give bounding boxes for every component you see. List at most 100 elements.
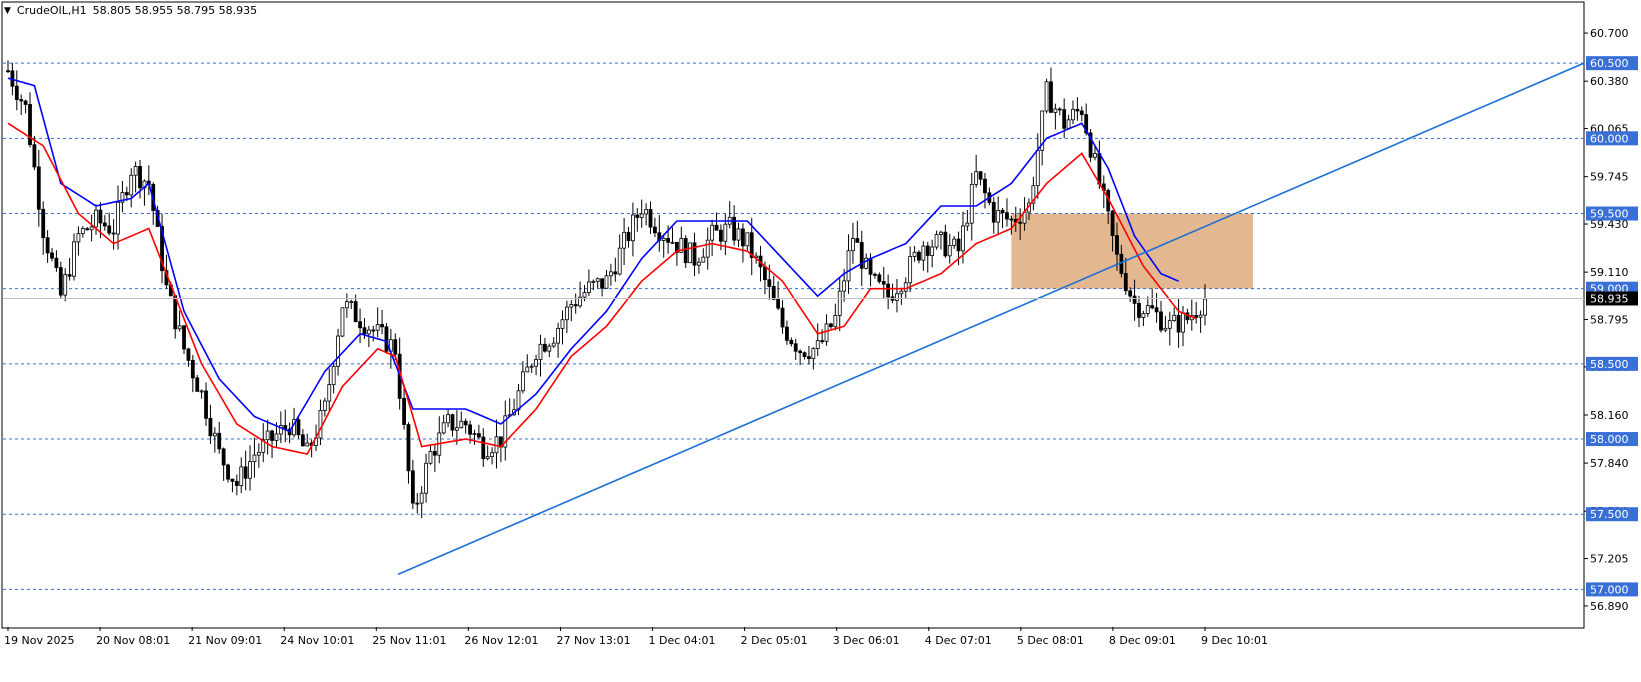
candle-body[interactable] [622,231,627,249]
candle-body[interactable] [1145,305,1150,314]
candle-body[interactable] [829,323,833,328]
candle-body[interactable] [182,325,186,350]
candle-body[interactable] [6,70,10,73]
candle-body[interactable] [965,222,970,227]
candle-body[interactable] [679,238,684,253]
candle-body[interactable] [124,192,129,196]
candle-body[interactable] [1071,108,1075,121]
candle-body[interactable] [1154,307,1159,313]
candle-body[interactable] [446,414,450,424]
candle-body[interactable] [1009,218,1014,221]
candle-body[interactable] [785,326,789,341]
candle-body[interactable] [741,228,745,247]
candle-body[interactable] [366,329,371,335]
candle-body[interactable] [697,261,701,266]
candle-body[interactable] [807,356,811,359]
candle-body[interactable] [833,315,838,328]
candle-body[interactable] [102,222,107,227]
candle-body[interactable] [943,231,948,257]
candle-body[interactable] [1062,109,1067,129]
candle-body[interactable] [98,209,103,224]
candle-body[interactable] [239,466,244,487]
candle-body[interactable] [811,348,816,359]
candle-body[interactable] [534,359,538,367]
candle-body[interactable] [85,228,90,231]
candle-body[interactable] [406,424,411,472]
candle-body[interactable] [1141,313,1146,318]
candle-body[interactable] [243,466,248,479]
candle-body[interactable] [410,470,415,504]
candle-body[interactable] [868,257,873,275]
candle-body[interactable] [1031,185,1036,204]
candle-body[interactable] [793,343,798,352]
candle-body[interactable] [864,257,869,269]
candle-body[interactable] [472,433,477,436]
candle-body[interactable] [886,283,891,298]
candle-body[interactable] [1035,149,1040,187]
candle-body[interactable] [129,174,134,196]
candle-body[interactable] [688,242,693,264]
candle-body[interactable] [771,286,776,300]
candle-body[interactable] [23,100,28,105]
candle-body[interactable] [336,335,340,367]
candle-body[interactable] [961,225,965,252]
ma-fast-line[interactable] [7,122,1197,456]
candle-body[interactable] [1181,312,1185,333]
candle-body[interactable] [1088,132,1093,158]
candle-body[interactable] [952,238,957,246]
candle-body[interactable] [815,340,820,349]
candle-body[interactable] [591,280,596,283]
dropdown-triangle-icon[interactable]: ▼ [4,5,11,16]
candle-body[interactable] [644,209,649,215]
candle-body[interactable] [331,365,336,386]
candle-body[interactable] [824,323,829,342]
candle-body[interactable] [186,348,191,361]
candle-body[interactable] [648,209,653,228]
candle-body[interactable] [270,430,274,441]
candle-body[interactable] [226,464,230,480]
candle-body[interactable] [261,439,266,453]
candle-body[interactable] [877,274,882,282]
candle-body[interactable] [842,280,847,292]
candle-body[interactable] [476,433,481,438]
candle-body[interactable] [1167,320,1172,329]
candle-body[interactable] [635,214,640,218]
candle-body[interactable] [939,231,943,235]
candle-body[interactable] [358,321,362,329]
candle-body[interactable] [653,226,657,234]
candle-body[interactable] [736,228,741,241]
candle-body[interactable] [133,166,138,176]
candle-body[interactable] [441,422,446,434]
candle-body[interactable] [1198,314,1203,318]
candle-body[interactable] [1057,108,1062,111]
candle-body[interactable] [463,420,468,426]
candle-body[interactable] [230,478,235,482]
candle-body[interactable] [428,451,433,464]
candle-body[interactable] [274,433,279,441]
candle-body[interactable] [481,436,486,459]
candle-body[interactable] [371,329,376,332]
candle-body[interactable] [380,324,384,328]
candle-body[interactable] [569,304,574,308]
candle-body[interactable] [798,350,803,354]
candle-body[interactable] [873,273,877,276]
candle-body[interactable] [675,241,679,253]
candle-body[interactable] [67,274,72,277]
candle-body[interactable] [89,226,94,231]
candle-body[interactable] [547,345,552,352]
candle-body[interactable] [208,417,213,437]
candle-body[interactable] [305,442,310,447]
candle-body[interactable] [969,183,974,224]
candle-body[interactable] [617,247,622,275]
candle-body[interactable] [138,166,142,189]
candle-body[interactable] [45,237,50,254]
candle-body[interactable] [116,201,120,235]
candle-body[interactable] [604,275,609,289]
candle-body[interactable] [520,371,525,392]
candle-body[interactable] [683,238,688,264]
candle-body[interactable] [908,256,913,284]
candle-body[interactable] [921,245,926,261]
candle-body[interactable] [763,266,767,281]
candle-body[interactable] [234,480,239,487]
candle-body[interactable] [485,456,490,459]
